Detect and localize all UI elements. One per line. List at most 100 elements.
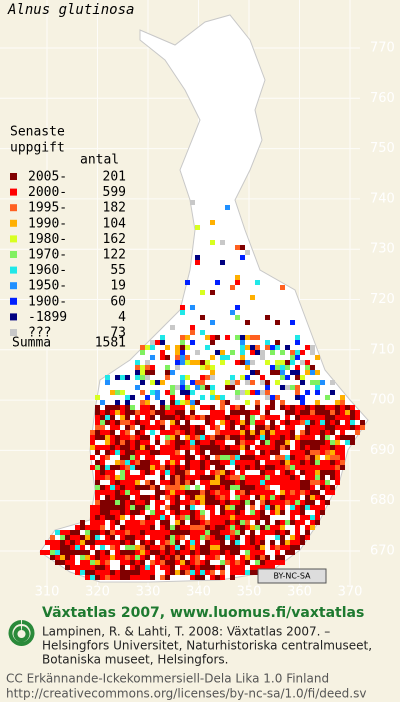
map-cell <box>185 400 190 405</box>
map-cell <box>175 485 180 490</box>
map-cell <box>220 420 225 425</box>
map-cell <box>200 365 205 370</box>
map-cell <box>95 570 100 575</box>
map-cell <box>255 565 260 570</box>
map-cell <box>120 565 125 570</box>
map-cell <box>200 550 205 555</box>
map-cell <box>185 420 190 425</box>
map-cell <box>195 450 200 455</box>
map-cell <box>350 415 355 420</box>
map-cell <box>145 575 150 580</box>
map-cell <box>90 440 95 445</box>
map-cell <box>245 545 250 550</box>
map-cell <box>115 540 120 545</box>
map-cell <box>85 530 90 535</box>
map-cell <box>300 430 305 435</box>
map-cell <box>155 535 160 540</box>
map-cell <box>210 545 215 550</box>
map-cell <box>295 350 300 355</box>
map-cell <box>205 440 210 445</box>
map-cell <box>275 475 280 480</box>
map-cell <box>340 410 345 415</box>
map-cell <box>120 560 125 565</box>
map-cell <box>105 410 110 415</box>
map-cell <box>230 575 235 580</box>
map-cell <box>360 425 365 430</box>
map-cell <box>270 450 275 455</box>
map-cell <box>230 515 235 520</box>
map-cell <box>240 245 245 250</box>
map-cell <box>270 530 275 535</box>
map-cell <box>260 535 265 540</box>
map-cell <box>110 410 115 415</box>
map-cell <box>230 535 235 540</box>
map-cell <box>225 555 230 560</box>
map-cell <box>165 575 170 580</box>
map-cell <box>70 565 75 570</box>
map-cell <box>160 545 165 550</box>
legend-swatch <box>10 219 17 227</box>
map-cell <box>240 335 245 340</box>
map-cell <box>105 450 110 455</box>
map-cell <box>280 545 285 550</box>
map-cell <box>305 370 310 375</box>
map-cell <box>240 470 245 475</box>
map-cell <box>310 440 315 445</box>
map-cell <box>220 460 225 465</box>
map-cell <box>85 560 90 565</box>
map-cell <box>225 430 230 435</box>
map-cell <box>90 445 95 450</box>
map-cell <box>85 565 90 570</box>
map-cell <box>95 515 100 520</box>
map-cell <box>175 435 180 440</box>
map-cell <box>320 500 325 505</box>
map-cell <box>210 550 215 555</box>
map-cell <box>315 415 320 420</box>
map-cell <box>230 560 235 565</box>
map-cell <box>70 545 75 550</box>
map-cell <box>215 335 220 340</box>
map-cell <box>320 480 325 485</box>
map-cell <box>260 445 265 450</box>
map-cell <box>265 380 270 385</box>
map-cell <box>100 540 105 545</box>
map-cell <box>105 555 110 560</box>
map-cell <box>135 410 140 415</box>
map-cell <box>125 500 130 505</box>
map-cell <box>225 475 230 480</box>
map-cell <box>280 555 285 560</box>
map-cell <box>155 390 160 395</box>
map-cell <box>180 480 185 485</box>
map-cell <box>135 510 140 515</box>
map-cell <box>325 480 330 485</box>
map-cell <box>290 535 295 540</box>
map-cell <box>205 365 210 370</box>
map-cell <box>250 390 255 395</box>
map-cell <box>205 360 210 365</box>
map-cell <box>105 510 110 515</box>
map-cell <box>160 465 165 470</box>
map-cell <box>210 370 215 375</box>
map-cell <box>130 540 135 545</box>
map-cell <box>195 460 200 465</box>
map-cell <box>360 420 365 425</box>
map-cell <box>220 430 225 435</box>
map-cell <box>285 430 290 435</box>
map-cell <box>265 505 270 510</box>
map-cell <box>270 500 275 505</box>
map-cell <box>160 340 165 345</box>
map-cell <box>215 450 220 455</box>
map-cell <box>210 575 215 580</box>
map-cell <box>290 405 295 410</box>
map-cell <box>100 560 105 565</box>
map-cell <box>130 465 135 470</box>
map-cell <box>260 430 265 435</box>
map-cell <box>340 450 345 455</box>
map-cell <box>260 530 265 535</box>
map-cell <box>305 360 310 365</box>
map-cell <box>340 465 345 470</box>
map-cell <box>260 470 265 475</box>
map-cell <box>100 470 105 475</box>
map-cell <box>210 410 215 415</box>
map-cell <box>245 445 250 450</box>
